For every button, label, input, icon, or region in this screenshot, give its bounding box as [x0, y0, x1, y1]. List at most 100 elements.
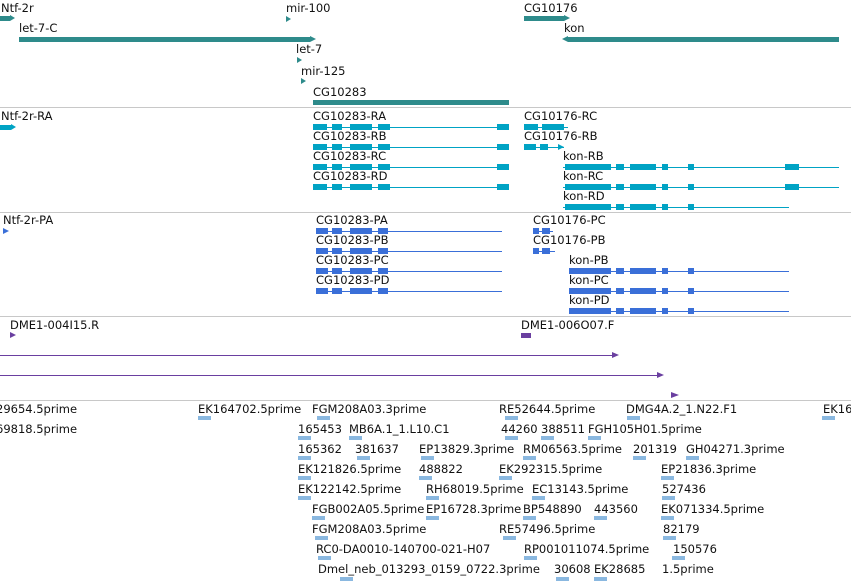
est-label[interactable]: 388511	[541, 422, 585, 436]
transcript-feature-cg10283-rd[interactable]	[313, 187, 509, 188]
gene-feature-kon[interactable]	[568, 37, 839, 42]
clone-span[interactable]	[0, 355, 612, 356]
est-label[interactable]: RC0-DA0010-140700-021-H07	[316, 542, 491, 556]
gene-feature-mir100[interactable]	[286, 16, 291, 22]
est-label[interactable]: EK292315.5prime	[499, 462, 603, 476]
est-label[interactable]: GH04271.3prime	[686, 442, 785, 456]
est-feature[interactable]	[357, 456, 370, 460]
est-label[interactable]: 201319	[633, 442, 677, 456]
est-feature[interactable]	[661, 516, 674, 520]
protein-label-ntf2r-pa[interactable]: Ntf-2r-PA	[3, 213, 54, 227]
est-feature[interactable]	[312, 516, 325, 520]
est-feature[interactable]	[503, 536, 516, 540]
est-feature[interactable]	[340, 577, 353, 581]
est-label[interactable]: EC13143.5prime	[532, 482, 629, 496]
est-feature[interactable]	[686, 456, 699, 460]
gene-feature-mir125[interactable]	[301, 78, 306, 84]
est-feature[interactable]	[315, 536, 328, 540]
est-feature[interactable]	[317, 416, 330, 420]
est-label[interactable]: 82179	[663, 522, 700, 536]
protein-feature-cg10283-pb[interactable]	[316, 251, 502, 252]
est-label[interactable]: MB6A.1_1.L10.C1	[349, 422, 450, 436]
est-feature[interactable]	[633, 456, 646, 460]
gene-label-kon[interactable]: kon	[564, 21, 585, 35]
est-label[interactable]: RE57496.5prime	[499, 522, 596, 536]
est-label[interactable]: Dmel_neb_013293_0159_0722.3prime	[318, 562, 540, 576]
transcript-label-cg10283-rb[interactable]: CG10283-RB	[313, 129, 387, 143]
est-label[interactable]: EP13829.3prime	[419, 442, 515, 456]
est-feature[interactable]	[426, 516, 439, 520]
est-feature[interactable]	[532, 496, 545, 500]
est-feature[interactable]	[661, 476, 674, 480]
est-label[interactable]: EK28685	[594, 562, 646, 576]
est-feature[interactable]	[198, 416, 211, 420]
protein-label-kon-pb[interactable]: kon-PB	[569, 253, 609, 267]
est-label[interactable]: EK164702.5prime	[198, 402, 302, 416]
est-label[interactable]: RH68019.5prime	[426, 482, 524, 496]
transcript-feature-cg10283-ra[interactable]	[313, 127, 509, 128]
est-feature[interactable]	[505, 416, 518, 420]
est-feature[interactable]	[556, 577, 569, 581]
clone-label-1[interactable]: DME1-004I15.R	[10, 318, 100, 332]
est-feature[interactable]	[421, 456, 434, 460]
est-feature[interactable]	[523, 516, 536, 520]
transcript-label-cg10283-ra[interactable]: CG10283-RA	[313, 109, 387, 123]
transcript-feature-kon-rd[interactable]	[563, 207, 789, 208]
transcript-feature-cg10283-rc[interactable]	[313, 167, 509, 168]
transcript-label-cg10283-rd[interactable]: CG10283-RD	[313, 169, 388, 183]
est-feature[interactable]	[298, 456, 311, 460]
transcript-label-cg10176-rc[interactable]: CG10176-RC	[524, 109, 598, 123]
est-label[interactable]: 150576	[673, 542, 717, 556]
gene-feature-ntf2r[interactable]	[0, 16, 10, 21]
gene-feature-cg10283[interactable]	[313, 100, 509, 105]
est-label[interactable]: DMG4A.2_1.N22.F1	[626, 402, 738, 416]
est-label[interactable]: 443560	[594, 502, 638, 516]
gene-feature-cg10176[interactable]	[524, 16, 564, 21]
est-label[interactable]: FGM208A03.3prime	[312, 402, 427, 416]
est-feature[interactable]	[594, 577, 607, 581]
clone-marker[interactable]	[671, 392, 679, 398]
est-label[interactable]: EP16728.3prime	[426, 502, 522, 516]
protein-label-kon-pc[interactable]: kon-PC	[569, 273, 609, 287]
est-feature[interactable]	[523, 456, 536, 460]
est-label[interactable]: EP21836.3prime	[661, 462, 757, 476]
transcript-label-ntf2r-ra[interactable]: Ntf-2r-RA	[1, 109, 53, 123]
transcript-label-kon-rd[interactable]: kon-RD	[563, 189, 605, 203]
est-label[interactable]: 29654.5prime	[0, 402, 78, 416]
est-label[interactable]: EK121826.5prime	[298, 462, 402, 476]
protein-label-cg10283-pb[interactable]: CG10283-PB	[316, 233, 389, 247]
gene-label-mir125[interactable]: mir-125	[301, 64, 346, 78]
protein-label-cg10283-pd[interactable]: CG10283-PD	[316, 273, 390, 287]
est-feature[interactable]	[672, 556, 685, 560]
transcript-feature-kon-rc[interactable]	[563, 187, 839, 188]
protein-feature-kon-pc[interactable]	[569, 291, 789, 292]
gene-label-let7c[interactable]: let-7-C	[19, 21, 58, 35]
est-label[interactable]: RP001011074.5prime	[524, 542, 650, 556]
protein-label-cg10176-pc[interactable]: CG10176-PC	[533, 213, 606, 227]
protein-feature-ntf2r-pa[interactable]	[3, 228, 9, 234]
protein-feature-kon-pd[interactable]	[569, 311, 789, 312]
est-label[interactable]: 165453	[298, 422, 342, 436]
protein-feature-cg10283-pd[interactable]	[316, 291, 502, 292]
est-feature[interactable]	[298, 476, 311, 480]
est-label[interactable]: 527436	[662, 482, 706, 496]
gene-label-cg10176[interactable]: CG10176	[524, 1, 578, 15]
est-feature[interactable]	[298, 436, 311, 440]
transcript-feature-cg10283-rb[interactable]	[313, 147, 509, 148]
est-feature[interactable]	[594, 516, 607, 520]
est-feature[interactable]	[499, 476, 512, 480]
est-label[interactable]: EK071334.5prime	[661, 502, 765, 516]
est-label[interactable]: EK122142.5prime	[298, 482, 402, 496]
est-feature[interactable]	[298, 496, 311, 500]
gene-label-ntf2r[interactable]: Ntf-2r	[1, 1, 34, 15]
gene-label-let7[interactable]: let-7	[296, 42, 323, 56]
est-feature[interactable]	[627, 416, 640, 420]
est-feature[interactable]	[426, 496, 439, 500]
est-feature[interactable]	[349, 436, 362, 440]
est-feature[interactable]	[318, 556, 331, 560]
est-label[interactable]: FGB002A05.5prime	[312, 502, 425, 516]
transcript-feature-kon-rb[interactable]	[563, 167, 839, 168]
est-label[interactable]: 381637	[355, 442, 399, 456]
protein-feature-cg10283-pc[interactable]	[316, 271, 502, 272]
protein-label-cg10283-pc[interactable]: CG10283-PC	[316, 253, 389, 267]
